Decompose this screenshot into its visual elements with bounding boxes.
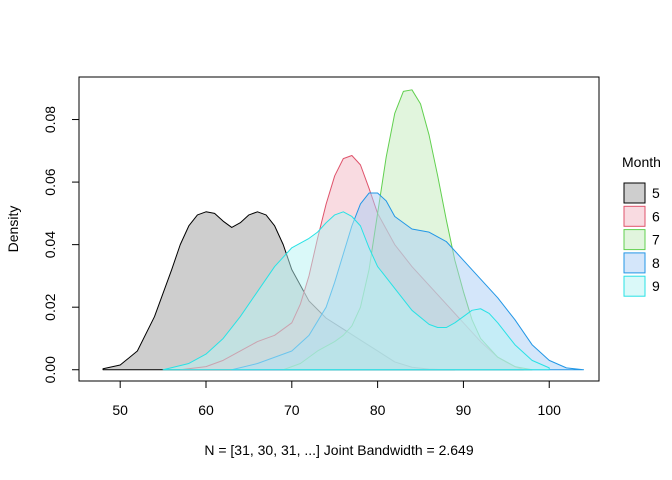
x-tick-label: 70 (284, 402, 300, 418)
x-tick-label: 60 (198, 402, 214, 418)
legend-label: 8 (652, 255, 660, 271)
y-tick-label: 0.08 (42, 106, 58, 133)
legend-swatch (623, 182, 646, 204)
y-tick-label: 0.02 (42, 293, 58, 320)
x-tick-label: 50 (112, 402, 128, 418)
series-layer (102, 89, 585, 371)
y-tick-label: 0.00 (42, 356, 58, 383)
y-tick-label: 0.04 (42, 231, 58, 258)
legend-swatch (623, 205, 646, 227)
legend-label: 5 (652, 185, 660, 201)
legend-label: 9 (652, 278, 660, 294)
y-axis: 0.00 0.02 0.04 0.06 0.08 (42, 106, 80, 383)
y-axis-label: Density (5, 206, 21, 253)
legend-swatch (623, 252, 646, 274)
legend: Month 5 6 7 8 9 (622, 154, 661, 297)
x-axis-label: N = [31, 30, 31, ...] Joint Bandwidth = … (204, 442, 474, 458)
legend-swatch (623, 275, 646, 297)
y-tick-label: 0.06 (42, 168, 58, 195)
x-tick-label: 80 (370, 402, 386, 418)
x-axis: 50 60 70 80 90 100 (112, 380, 562, 418)
legend-label: 6 (652, 208, 660, 224)
legend-title: Month (622, 154, 661, 170)
density-area-month-9 (162, 211, 550, 371)
legend-swatch (623, 229, 646, 251)
x-tick-label: 90 (456, 402, 472, 418)
legend-label: 7 (652, 232, 660, 248)
x-tick-label: 100 (538, 402, 562, 418)
